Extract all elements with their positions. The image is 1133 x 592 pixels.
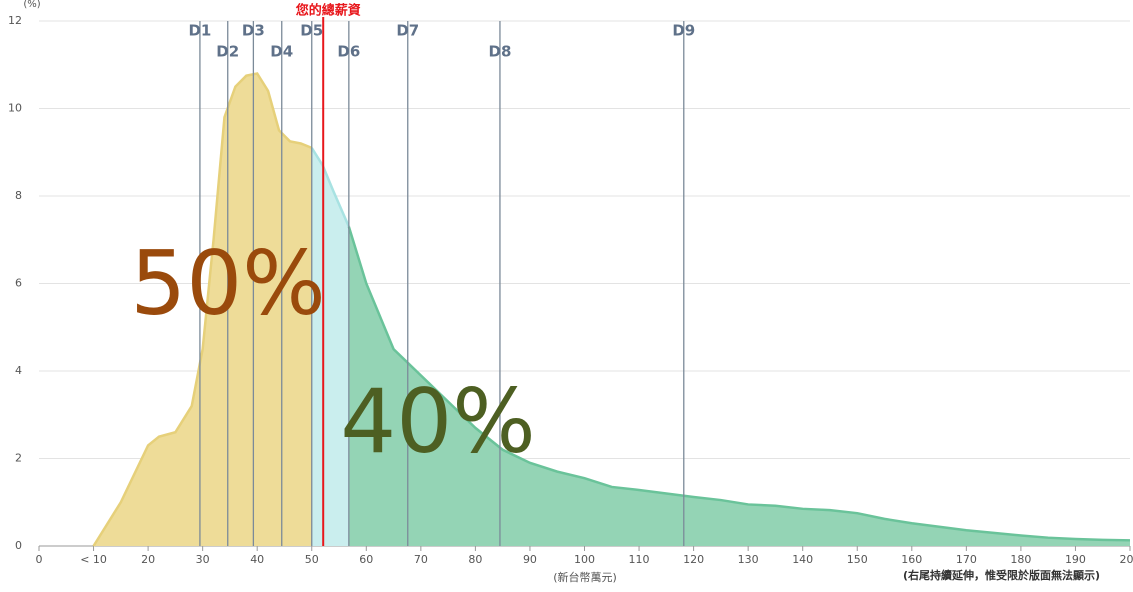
- y-tick-label: 12: [8, 14, 22, 27]
- note: (右尾持續延伸，惟受限於版面無法顯示): [903, 568, 1100, 582]
- x-tick-label: 80: [468, 553, 482, 566]
- y-tick-label: 8: [15, 189, 22, 202]
- x-tick-label: 70: [414, 553, 428, 566]
- salary-marker-label: 您的總薪資: [296, 3, 361, 19]
- decile-label: D6: [337, 43, 360, 61]
- x-tick-label: 150: [847, 553, 868, 566]
- area-region: [93, 73, 312, 546]
- x-tick-label: 0: [36, 553, 43, 566]
- y-tick-label: 4: [15, 364, 22, 377]
- decile-label: D5: [300, 22, 323, 40]
- area-region: [348, 226, 1130, 546]
- x-tick-label: 100: [574, 553, 595, 566]
- y-tick-label: 6: [15, 277, 22, 290]
- x-tick-label: < 10: [80, 553, 107, 566]
- share-annotation: 40%: [340, 370, 536, 473]
- x-tick-label: 130: [738, 553, 759, 566]
- x-tick-label: 90: [523, 553, 537, 566]
- x-tick-label: 40: [250, 553, 264, 566]
- y-tick-label: 10: [8, 102, 22, 115]
- area-outline: [347, 226, 1131, 542]
- decile-label: D7: [396, 22, 419, 40]
- x-tick-label: 20: [141, 553, 155, 566]
- x-tick-label: 180: [1010, 553, 1031, 566]
- x-tick-label: 50: [305, 553, 319, 566]
- x-tick-label: 160: [901, 553, 922, 566]
- x-tick-label: 170: [956, 553, 977, 566]
- x-tick-label: 190: [1065, 553, 1086, 566]
- area-outline: [310, 147, 350, 228]
- y-axis-label: (%): [23, 0, 40, 10]
- y-tick-label: 2: [15, 452, 22, 465]
- decile-label: D9: [672, 22, 695, 40]
- y-tick-label: 0: [15, 539, 22, 552]
- area-region: [311, 147, 349, 546]
- decile-label: D3: [242, 22, 265, 40]
- x-tick-label: 110: [629, 553, 650, 566]
- area-outline: [92, 72, 313, 547]
- x-tick-label: 120: [683, 553, 704, 566]
- decile-label: D4: [270, 43, 293, 61]
- x-tick-label: 200: [1120, 553, 1133, 566]
- decile-label: D2: [216, 43, 239, 61]
- x-axis-label: (新台幣萬元): [553, 570, 617, 584]
- x-tick-label: 60: [359, 553, 373, 566]
- decile-label: D8: [489, 43, 512, 61]
- x-tick-label: 140: [792, 553, 813, 566]
- share-annotation: 50%: [130, 232, 326, 335]
- x-tick-label: 30: [196, 553, 210, 566]
- decile-label: D1: [188, 22, 211, 40]
